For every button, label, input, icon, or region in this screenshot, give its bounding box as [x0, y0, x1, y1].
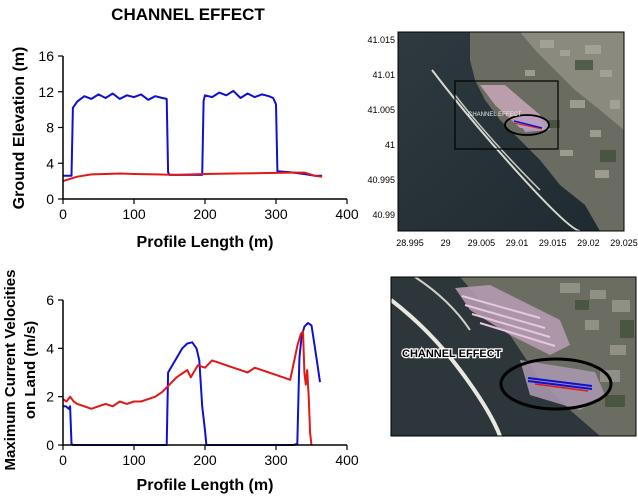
chart-velocity-xlabel: Profile Length (m) [137, 477, 274, 494]
chart-velocity-ylabel-line1: Maximum Current Velocities [2, 270, 19, 471]
map-ytick-label: 40.995 [367, 175, 395, 185]
chart-velocity-ytick-label: 2 [46, 389, 54, 405]
chart-elevation-ticks: 0 100 200 300 400 0 4 8 12 16 [38, 48, 358, 222]
chart-velocity-xtick-label: 200 [193, 452, 217, 468]
chart-velocity-ticks: 0 100 200 300 400 0 2 4 6 [46, 292, 359, 468]
chart-velocity-ytick-label: 6 [46, 292, 54, 308]
chart-elevation-ylabel: Ground Elevation (m) [11, 47, 28, 210]
map-xtick-label: 29.025 [610, 238, 638, 248]
chart-elevation-ytick-label: 16 [38, 48, 54, 64]
chart-velocity-ylabel-line2: on Land (m/s) [22, 321, 39, 419]
chart-velocity-xtick-label: 0 [59, 452, 67, 468]
chart-velocity-ytick-label: 0 [46, 437, 54, 453]
chart-elevation-axes [62, 56, 347, 200]
map-channel-tag: CHANNEL EFFECT [468, 112, 522, 118]
map-xtick-label: 28.995 [396, 238, 424, 248]
chart-elevation-xtick-label: 0 [59, 206, 67, 222]
map-xtick-label: 29 [441, 238, 451, 248]
chart-velocity-series-0-line [63, 322, 321, 446]
map-ytick-label: 40.99 [372, 210, 395, 220]
chart-elevation-series-1-line [62, 171, 323, 183]
chart-velocity-series-1-line [62, 330, 313, 446]
chart-elevation-xtick-label: 200 [193, 206, 217, 222]
map-ytick-label: 41.015 [367, 35, 395, 45]
map-xtick-label: 29.015 [539, 238, 567, 248]
chart-elevation-xtick-label: 100 [122, 206, 146, 222]
map-ytick-label: 41.01 [372, 70, 395, 80]
chart-velocity-series [62, 322, 321, 446]
chart-velocity-xtick-label: 300 [264, 452, 288, 468]
chart-velocity-ytick-label: 4 [46, 340, 54, 356]
map-ytick-label: 41 [385, 140, 395, 150]
chart-elevation-ytick-label: 4 [46, 155, 54, 171]
map-ticks: 28.995 29 29.005 29.01 29.015 29.02 29.025 41.0… [367, 35, 637, 248]
chart-velocity-xtick-label: 400 [335, 452, 359, 468]
satellite-inset: CHANNEL EFFECT [390, 276, 637, 437]
satellite-map: CHANNEL EFFECT 28.995 29 29.005 29.01 29.015… [367, 31, 638, 248]
chart-elevation-ytick-label: 0 [46, 191, 54, 207]
figure-title: CHANNEL EFFECT [111, 5, 265, 24]
chart-elevation-xlabel: Profile Length (m) [137, 234, 274, 251]
map-xtick-label: 29.02 [577, 238, 600, 248]
chart-velocity-xtick-label: 100 [122, 452, 146, 468]
map-xtick-label: 29.01 [506, 238, 529, 248]
map-xtick-label: 29.005 [468, 238, 496, 248]
chart-elevation-ytick-label: 12 [38, 84, 54, 100]
chart-elevation-series-0-line [63, 89, 323, 177]
chart-elevation-ytick-label: 8 [46, 120, 54, 136]
chart-elevation-xtick-label: 400 [335, 206, 359, 222]
inset-channel-label: CHANNEL EFFECT [402, 348, 502, 360]
chart-velocity: 0 100 200 300 400 0 2 4 6 Profile Length (m) Max… [2, 270, 359, 494]
map-ytick-label: 41.005 [367, 105, 395, 115]
chart-elevation-series [62, 89, 323, 183]
chart-elevation-xtick-label: 300 [264, 206, 288, 222]
